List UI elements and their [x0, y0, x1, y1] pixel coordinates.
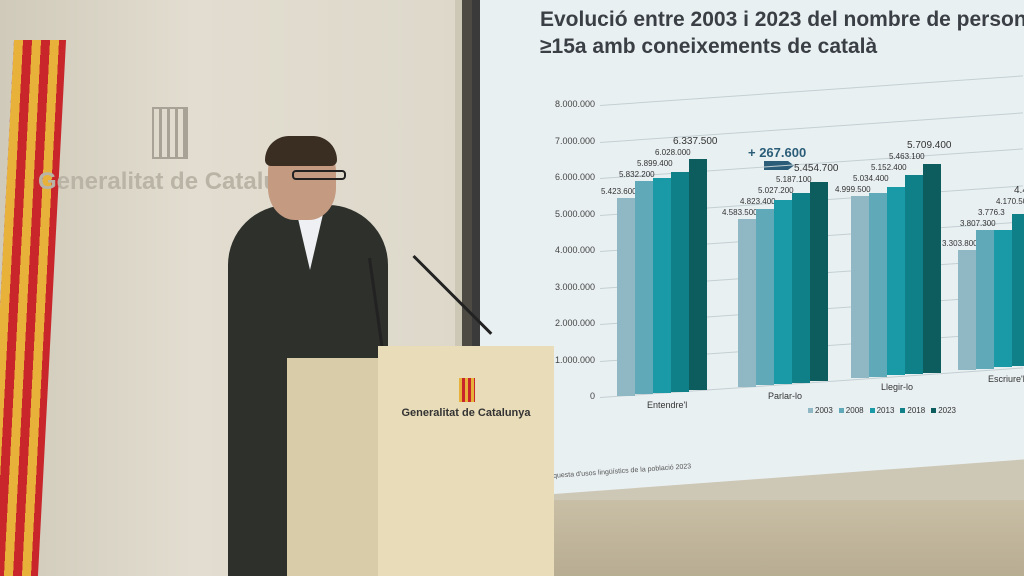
value-label: 5.709.400 — [907, 139, 952, 151]
slide-title: Evolució entre 2003 i 2023 del nombre de… — [540, 6, 1024, 60]
podium-logo-icon — [459, 378, 475, 402]
bar-2003 — [851, 195, 869, 379]
y-tick-label: 2.000.000 — [554, 318, 595, 328]
legend-label: 2003 — [815, 406, 833, 415]
bar-2018 — [671, 171, 689, 392]
legend-item: 2018 — [900, 406, 925, 415]
bar-2023 — [810, 182, 828, 382]
value-label: 3.807.300 — [960, 218, 996, 228]
y-tick-label: 0 — [589, 391, 595, 401]
y-tick-label: 8.000.000 — [554, 99, 595, 109]
category-label: Parlar-lo — [768, 390, 803, 401]
y-tick-label: 5.000.000 — [554, 208, 595, 219]
legend-swatch — [900, 408, 906, 413]
bar-2003 — [958, 249, 976, 371]
value-label: 6.337.500 — [673, 136, 718, 148]
value-label: 5.187.100 — [776, 175, 812, 185]
chart-legend: 2003 2008 2013 2018 2023 — [808, 406, 956, 415]
bar-2008 — [869, 193, 887, 377]
legend-label: 2018 — [907, 406, 926, 415]
podium-sign: Generalitat de Catalunya — [401, 407, 531, 419]
legend-label: 2008 — [845, 406, 864, 415]
value-label: 4.999.500 — [835, 184, 871, 194]
value-label: 4.448.4 — [1014, 184, 1024, 196]
floor — [550, 500, 1024, 576]
legend-label: 2013 — [876, 406, 895, 415]
legend-item: 2008 — [838, 406, 864, 415]
category-label: Escriure'l — [988, 374, 1024, 385]
value-label: 5.454.700 — [794, 163, 839, 175]
value-label: 5.423.600 — [601, 186, 637, 196]
value-label: 5.034.400 — [853, 173, 889, 183]
value-label: 4.170.500 — [996, 196, 1024, 206]
bar-2013 — [774, 200, 792, 384]
value-label: 5.152.400 — [871, 162, 907, 172]
bar-2018 — [1012, 213, 1024, 367]
y-tick-label: 6.000.000 — [554, 172, 595, 182]
slide-title-line2: ≥15a amb coneixements de català — [540, 35, 878, 58]
value-label: 5.832.200 — [619, 170, 655, 180]
value-label: 4.823.400 — [740, 197, 776, 207]
bar-2003 — [738, 219, 756, 387]
value-label: 3.303.800 — [942, 238, 978, 248]
legend-item: 2003 — [808, 406, 833, 415]
value-label: 5.463.100 — [889, 151, 925, 161]
bar-2018 — [792, 193, 810, 383]
bar-2013 — [994, 229, 1012, 368]
generalitat-logo-icon — [152, 107, 188, 159]
legend-item: 2023 — [931, 406, 956, 415]
y-tick-label: 3.000.000 — [554, 281, 595, 292]
bar-2023 — [689, 159, 707, 391]
y-tick-label: 7.000.000 — [554, 135, 595, 146]
legend-label: 2023 — [938, 406, 956, 415]
legend-swatch — [869, 408, 875, 413]
bar-2023 — [923, 164, 941, 373]
legend-swatch — [808, 408, 813, 413]
bar-2018 — [905, 174, 923, 375]
bar-2008 — [635, 181, 653, 395]
slide-title-line1: Evolució entre 2003 i 2023 del nombre de… — [540, 8, 1024, 31]
bar-2008 — [756, 209, 774, 386]
bar-2008 — [976, 229, 994, 369]
value-label: 5.027.200 — [758, 186, 794, 196]
speaker-hair — [265, 136, 337, 166]
value-label: 4.583.500 — [722, 208, 758, 218]
bar-2013 — [887, 187, 905, 376]
glasses — [292, 170, 346, 180]
bar-2003 — [617, 197, 635, 396]
legend-item: 2013 — [869, 406, 895, 415]
value-label: 6.028.000 — [655, 148, 691, 158]
legend-swatch — [838, 408, 844, 413]
annotation-delta: + 267.600 — [748, 145, 807, 160]
category-label: Entendre'l — [647, 399, 688, 410]
value-label: 5.899.400 — [637, 159, 673, 169]
value-label: 3.776.3 — [978, 207, 1005, 217]
podium-side — [287, 358, 379, 576]
category-label: Llegir-lo — [881, 382, 914, 393]
y-tick-label: 4.000.000 — [554, 245, 595, 255]
y-tick-label: 1.000.000 — [554, 354, 595, 365]
legend-swatch — [931, 408, 937, 413]
bar-2013 — [653, 177, 671, 393]
